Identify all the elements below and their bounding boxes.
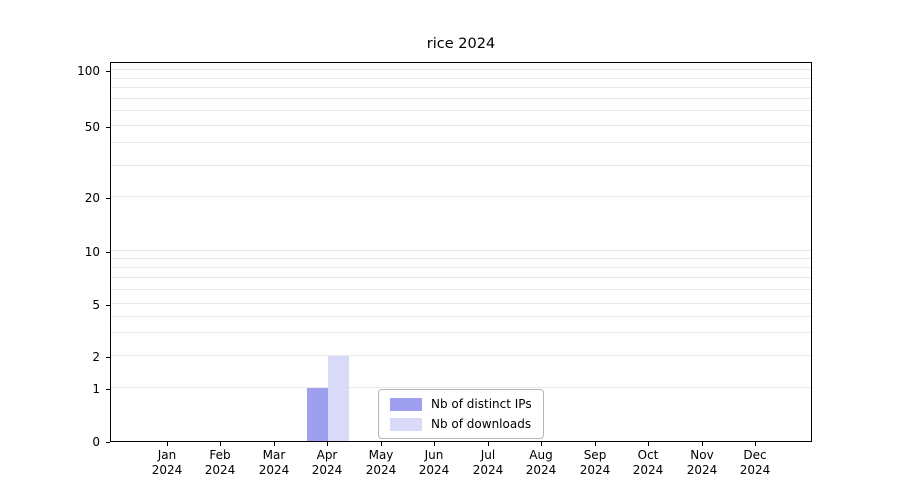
y-tick-mark: [106, 127, 110, 128]
x-tick-label: Jul 2024: [472, 448, 504, 477]
legend-item: Nb of downloads: [390, 417, 532, 431]
y-tick-label: 100: [77, 64, 100, 78]
x-tick-label: Dec 2024: [739, 448, 771, 477]
y-tick-mark: [106, 198, 110, 199]
grid-line: [111, 258, 811, 259]
x-tick-label: May 2024: [365, 448, 397, 477]
y-tick-label: 1: [92, 382, 100, 396]
legend: Nb of distinct IPs Nb of downloads: [378, 389, 544, 439]
grid-line: [111, 196, 811, 197]
grid-line: [111, 387, 811, 388]
y-tick-label: 5: [92, 298, 100, 312]
grid-line: [111, 332, 811, 333]
grid-line: [111, 355, 811, 356]
x-tick-mark: [220, 442, 221, 446]
grid-line: [111, 267, 811, 268]
grid-line: [111, 142, 811, 143]
x-tick-mark: [434, 442, 435, 446]
x-tick-label: Apr 2024: [311, 448, 343, 477]
grid-line: [111, 125, 811, 126]
x-tick-label: Feb 2024: [204, 448, 236, 477]
x-tick-mark: [167, 442, 168, 446]
x-tick-label: Jan 2024: [151, 448, 183, 477]
grid-line: [111, 78, 811, 79]
grid-line: [111, 87, 811, 88]
legend-label: Nb of downloads: [431, 417, 532, 431]
x-tick-label: Jun 2024: [418, 448, 450, 477]
y-tick-label: 10: [84, 245, 100, 259]
x-tick-mark: [595, 442, 596, 446]
legend-swatch: [390, 397, 422, 411]
bar: [307, 388, 328, 441]
y-tick-label: 20: [84, 191, 100, 205]
grid-line: [111, 69, 811, 70]
x-tick-label: Mar 2024: [258, 448, 290, 477]
grid-line: [111, 110, 811, 111]
grid-line: [111, 289, 811, 290]
chart-title: rice 2024: [426, 36, 496, 52]
grid-line: [111, 165, 811, 166]
x-tick-label: Aug 2024: [525, 448, 557, 477]
plot-area: [110, 62, 812, 442]
x-tick-label: Oct 2024: [632, 448, 664, 477]
x-tick-mark: [702, 442, 703, 446]
y-tick-mark: [106, 252, 110, 253]
x-tick-label: Sep 2024: [579, 448, 611, 477]
legend-label: Nb of distinct IPs: [431, 397, 532, 411]
y-tick-mark: [106, 71, 110, 72]
x-tick-mark: [381, 442, 382, 446]
y-tick-label: 2: [92, 350, 100, 364]
x-tick-mark: [327, 442, 328, 446]
grid-line: [111, 277, 811, 278]
legend-swatch: [390, 417, 422, 431]
y-tick-mark: [106, 357, 110, 358]
grid-line: [111, 316, 811, 317]
y-tick-label: 0: [92, 435, 100, 449]
grid-line: [111, 250, 811, 251]
grid-line: [111, 98, 811, 99]
x-tick-mark: [755, 442, 756, 446]
y-tick-label: 50: [84, 120, 100, 134]
bar: [328, 356, 349, 441]
x-tick-mark: [541, 442, 542, 446]
legend-item: Nb of distinct IPs: [390, 397, 532, 411]
x-tick-mark: [274, 442, 275, 446]
grid-line: [111, 303, 811, 304]
y-tick-mark: [106, 389, 110, 390]
x-tick-mark: [488, 442, 489, 446]
y-tick-mark: [106, 305, 110, 306]
x-tick-label: Nov 2024: [686, 448, 718, 477]
y-tick-mark: [106, 442, 110, 443]
x-tick-mark: [648, 442, 649, 446]
